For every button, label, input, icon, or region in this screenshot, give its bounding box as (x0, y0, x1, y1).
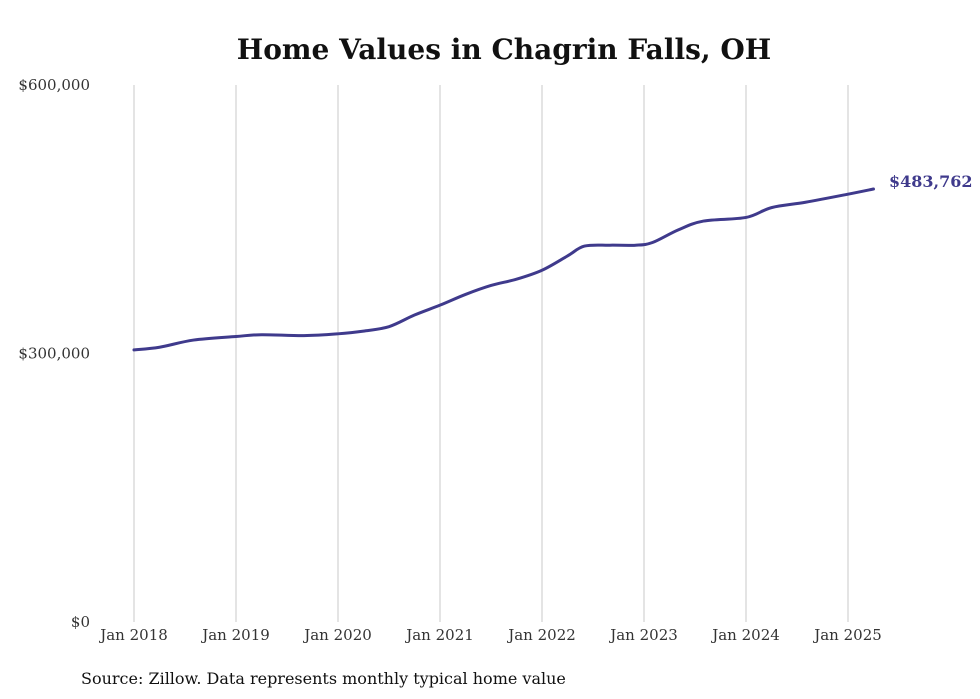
x-tick-label: Jan 2019 (200, 626, 270, 644)
x-tick-label: Jan 2023 (608, 626, 678, 644)
y-tick-label: $300,000 (18, 345, 90, 363)
y-axis-ticks: $0 $300,000 $600,000 (18, 76, 90, 631)
gridlines (133, 85, 849, 622)
source-note: Source: Zillow. Data represents monthly … (81, 669, 566, 688)
x-tick-label: Jan 2020 (302, 626, 372, 644)
y-tick-label: $0 (71, 613, 90, 631)
end-value-label: $483,762 (889, 172, 973, 191)
y-tick-label: $600,000 (18, 76, 90, 94)
x-tick-label: Jan 2018 (98, 626, 168, 644)
x-tick-label: Jan 2021 (404, 626, 474, 644)
series-line (132, 187, 875, 352)
x-tick-label: Jan 2024 (710, 626, 780, 644)
x-tick-label: Jan 2022 (506, 626, 576, 644)
chart-title: Home Values in Chagrin Falls, OH (237, 33, 771, 66)
x-axis-ticks: Jan 2018 Jan 2019 Jan 2020 Jan 2021 Jan 2022… (98, 626, 882, 644)
x-tick-label: Jan 2025 (812, 626, 882, 644)
